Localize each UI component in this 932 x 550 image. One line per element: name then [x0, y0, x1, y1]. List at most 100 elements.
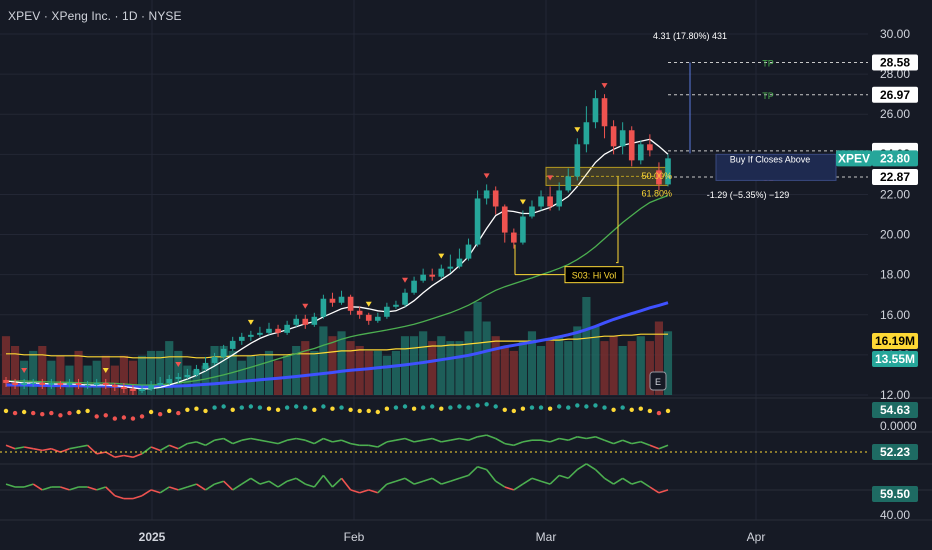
signal-marker	[21, 367, 28, 373]
osc3-line	[5, 483, 16, 488]
candle-body	[492, 190, 499, 207]
osc3-line	[477, 465, 487, 471]
osc3-line	[594, 469, 606, 479]
osc3-line	[386, 480, 397, 485]
candle-body	[374, 316, 381, 321]
price-tag-bg	[872, 150, 918, 167]
osc2-line	[141, 446, 152, 455]
osc3-line	[196, 483, 206, 491]
osc1-dot	[103, 413, 108, 418]
osc2-line	[468, 436, 478, 441]
candle-body	[647, 144, 653, 151]
volume-bar	[600, 341, 609, 395]
osc1-dot	[575, 403, 580, 408]
osc1-dot	[148, 409, 154, 415]
osc2-line	[368, 444, 378, 448]
volume-bar	[437, 336, 446, 395]
price-tag-bg	[872, 333, 918, 349]
volume-bar	[491, 336, 500, 395]
price-tag: 13.55M	[875, 352, 915, 366]
candle-body	[420, 274, 426, 281]
osc2-line	[241, 437, 251, 441]
osc3-line	[150, 489, 161, 494]
candle-body	[329, 298, 336, 303]
osc2-line	[649, 444, 660, 450]
time-tick: 2025	[139, 530, 166, 544]
candle-body	[39, 382, 46, 385]
signal-marker	[247, 319, 254, 325]
osc3-line	[159, 486, 170, 494]
candle-body	[447, 266, 454, 269]
osc1-dot	[3, 408, 9, 414]
osc2-line	[450, 437, 460, 441]
price-tick: 16.00	[880, 308, 910, 322]
osc1-dot	[12, 410, 18, 416]
osc2-line	[431, 437, 442, 443]
candle-body	[12, 382, 18, 385]
osc3-line	[322, 474, 334, 488]
volume-bars	[1, 297, 673, 395]
signal-marker	[365, 301, 372, 307]
osc1-dot	[430, 404, 435, 409]
osc1-dot	[547, 406, 553, 411]
candle-body	[411, 280, 417, 293]
osc1-dot	[49, 410, 54, 416]
fib-50-label: 50.00%	[641, 171, 672, 181]
candle-body	[211, 356, 218, 363]
osc2-line	[277, 439, 288, 445]
osc3-line	[631, 480, 642, 485]
osc2-line	[622, 439, 633, 445]
osc3-line	[42, 486, 52, 491]
osc2-line	[250, 437, 261, 441]
osc1-dot	[58, 413, 63, 418]
osc3-line	[132, 494, 143, 500]
candle-body	[248, 334, 254, 337]
osc1-dot	[339, 405, 344, 410]
candle-body	[592, 98, 599, 123]
osc3-value: 59.50	[880, 487, 910, 501]
time-axis[interactable]: 2025 Feb Mar Apr	[139, 530, 766, 544]
osc1-dot	[411, 406, 417, 411]
volume-bar	[482, 321, 491, 395]
volume-bar	[527, 331, 537, 395]
volume-bar	[346, 341, 355, 395]
volume-bar	[609, 336, 618, 395]
price-tick: 18.00	[880, 268, 910, 282]
candle-body	[474, 198, 481, 245]
osc2-line	[87, 444, 98, 455]
volume-bar	[38, 346, 47, 395]
osc2-line	[413, 439, 424, 443]
volume-bar	[255, 355, 264, 395]
osc1-dot	[529, 405, 535, 410]
osc2-line	[658, 444, 669, 450]
candle-body	[393, 304, 399, 307]
volume-bar	[663, 331, 673, 395]
osc3-line	[368, 489, 379, 494]
osc3-line	[613, 477, 624, 485]
osc2-value-bg	[872, 444, 918, 460]
volume-bar	[147, 350, 156, 395]
volume-bar	[237, 360, 246, 395]
osc1-dot	[130, 416, 136, 421]
osc1-dot	[638, 406, 643, 411]
volume-bar	[473, 301, 482, 395]
osc2-line	[69, 446, 79, 450]
signal-marker	[483, 173, 490, 179]
osc1-dot	[185, 407, 190, 412]
buy-box	[715, 153, 837, 181]
symbol-title[interactable]: XPEV · XPeng Inc. · 1D · NYSE	[8, 9, 182, 23]
osc2-line	[268, 441, 279, 445]
osc2-line	[604, 439, 614, 445]
ma-green-line	[6, 194, 669, 386]
candle-body	[438, 268, 445, 277]
candle-body	[347, 296, 354, 311]
osc1-dot	[520, 406, 526, 411]
osc1-dot	[31, 410, 36, 416]
candle-body	[175, 376, 182, 379]
osc1-dot	[221, 404, 226, 409]
range-top-label: 4.31 (17.80%) 431	[653, 31, 727, 41]
osc1-dot	[112, 416, 118, 421]
grid	[0, 0, 932, 521]
osc2-value: 52.23	[880, 445, 910, 459]
